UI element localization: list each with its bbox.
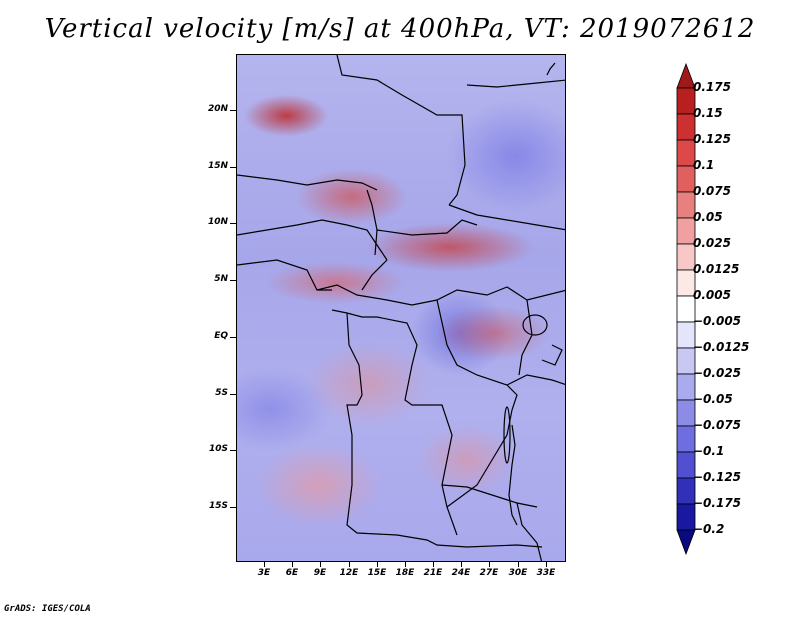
lat-label-15n: 15N xyxy=(207,161,228,171)
border-line xyxy=(237,219,388,261)
border-line xyxy=(346,312,543,548)
border-line xyxy=(506,374,565,386)
border-line xyxy=(546,62,556,76)
colorbar-label: 0.005 xyxy=(693,288,731,302)
border-line xyxy=(237,174,378,191)
border-line xyxy=(376,316,458,536)
lat-label-10s: 10S xyxy=(208,444,228,454)
border-line xyxy=(436,299,518,508)
colorbar-label: −0.2 xyxy=(693,522,725,536)
border-line xyxy=(376,219,478,236)
lat-label-5s: 5S xyxy=(215,388,228,398)
lon-label-33e: 33E xyxy=(536,568,556,578)
colorbar-label: −0.005 xyxy=(693,314,742,328)
lon-label-30e: 30E xyxy=(508,568,528,578)
border-line xyxy=(361,259,388,291)
colorbar-label: −0.05 xyxy=(693,392,733,406)
lon-label-24e: 24E xyxy=(451,568,471,578)
border-line xyxy=(541,344,563,366)
border-line xyxy=(316,284,565,306)
lake-victoria xyxy=(522,314,548,336)
lon-label-27e: 27E xyxy=(479,568,499,578)
border-line xyxy=(516,502,543,561)
colorbar-label: −0.0125 xyxy=(693,340,750,354)
map-plot-area xyxy=(236,54,566,562)
lon-label-9e: 9E xyxy=(313,568,327,578)
colorbar-label: 0.15 xyxy=(693,106,723,120)
lon-label-15e: 15E xyxy=(367,568,387,578)
colorbar-label: −0.075 xyxy=(693,418,742,432)
lon-label-18e: 18E xyxy=(395,568,415,578)
credit-text: GrADS: IGES/COLA xyxy=(4,604,91,614)
border-line xyxy=(508,424,518,526)
colorbar-label: −0.125 xyxy=(693,470,742,484)
colorbar-label: 0.0125 xyxy=(693,262,740,276)
lat-label-5n: 5N xyxy=(214,274,228,284)
colorbar-label: 0.1 xyxy=(693,158,715,172)
border-line xyxy=(237,259,332,291)
border-line xyxy=(466,79,565,88)
colorbar-arrow-bottom xyxy=(676,529,696,556)
colorbar xyxy=(676,62,696,556)
chart-title: Vertical velocity [m/s] at 400hPa, VT: 2… xyxy=(44,14,756,44)
border-line xyxy=(336,55,466,206)
lon-label-21e: 21E xyxy=(423,568,443,578)
colorbar-label: −0.1 xyxy=(693,444,725,458)
colorbar-label: 0.025 xyxy=(693,236,731,250)
colorbar-label: 0.175 xyxy=(693,80,731,94)
border-line xyxy=(518,299,533,376)
country-borders xyxy=(237,55,565,561)
lon-label-12e: 12E xyxy=(339,568,359,578)
lat-label-eq: EQ xyxy=(214,331,228,341)
lon-label-6e: 6E xyxy=(285,568,299,578)
border-line xyxy=(441,484,538,508)
colorbar-label: −0.025 xyxy=(693,366,742,380)
colorbar-label: 0.125 xyxy=(693,132,731,146)
lake-tanganyika xyxy=(503,406,511,464)
colorbar-label: 0.075 xyxy=(693,184,731,198)
colorbar-label: −0.175 xyxy=(693,496,742,510)
lon-label-3e: 3E xyxy=(257,568,271,578)
border-line xyxy=(331,309,377,318)
lat-label-10n: 10N xyxy=(207,217,228,227)
border-line xyxy=(448,204,565,231)
border-line xyxy=(366,189,378,256)
lat-label-15s: 15S xyxy=(208,501,228,511)
lat-label-20n: 20N xyxy=(207,104,228,114)
colorbar-label: 0.05 xyxy=(693,210,723,224)
